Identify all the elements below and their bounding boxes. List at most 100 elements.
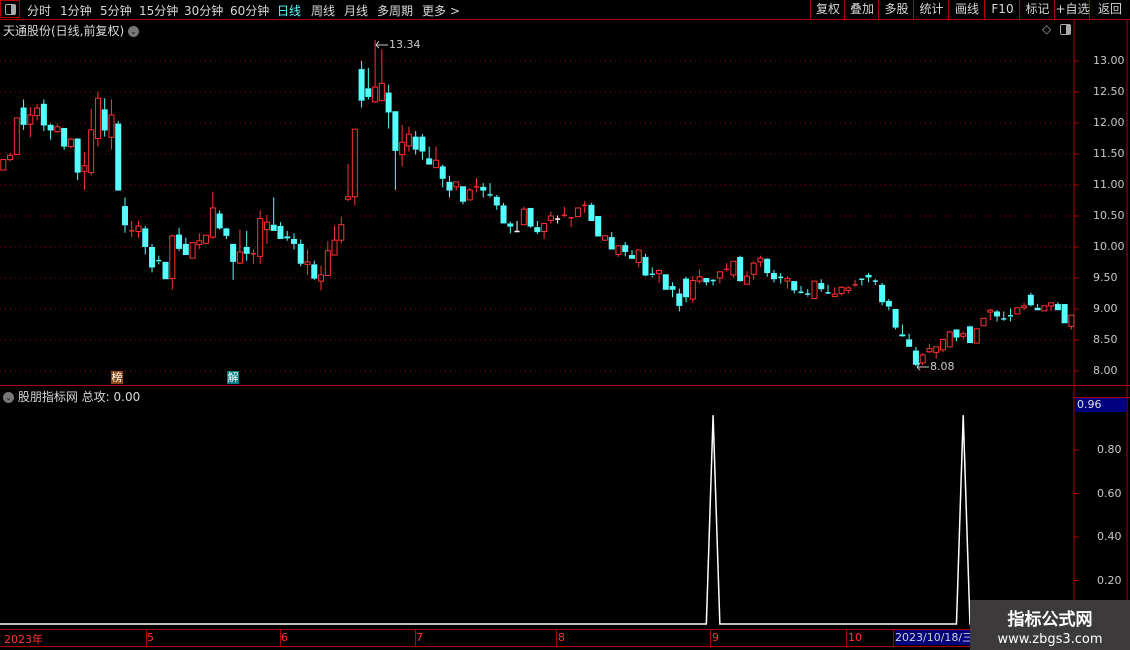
panel-toggle-button[interactable]: [0, 0, 20, 18]
candle-body: [263, 221, 270, 231]
candle-body: [689, 279, 696, 300]
candle-body: [926, 348, 933, 353]
candle-body: [284, 236, 291, 239]
candle-body: [230, 243, 237, 262]
candle-body: [189, 242, 196, 259]
candle-body: [1068, 314, 1075, 327]
candle-body: [338, 224, 345, 241]
multi-stock-button[interactable]: 多股: [878, 0, 914, 19]
candle-body: [459, 186, 466, 202]
price-axis-label: 11.50: [1093, 147, 1125, 160]
candle-body: [601, 235, 608, 241]
period-tab-60min[interactable]: 60分钟: [230, 4, 270, 18]
candle-body: [399, 141, 406, 156]
candle-body: [196, 240, 203, 246]
chevron-down-icon[interactable]: ⌄: [128, 26, 140, 37]
marker-bang[interactable]: 榜: [111, 371, 123, 384]
stock-title: 天通股份(日线,前复权): [3, 24, 125, 38]
back-button[interactable]: 返回: [1089, 0, 1130, 19]
candle-body: [385, 92, 392, 113]
date-label-oct: 10: [848, 631, 862, 644]
period-tab-5min[interactable]: 5分钟: [100, 4, 132, 18]
price-axis-label: 8.50: [1093, 333, 1118, 346]
candle-body: [27, 114, 34, 125]
candle-body: [94, 97, 101, 139]
candle-body: [392, 111, 399, 151]
period-tab-monthly[interactable]: 月线: [344, 4, 369, 18]
price-axis-label: 12.00: [1093, 116, 1125, 129]
candle-body: [1014, 307, 1021, 315]
candle-body: [453, 181, 460, 188]
fuquan-button[interactable]: 复权: [810, 0, 845, 19]
candle-body: [635, 249, 642, 264]
overlay-button[interactable]: 叠加: [844, 0, 879, 19]
period-tab-more[interactable]: 更多 >: [422, 4, 460, 18]
candle-body: [311, 264, 318, 279]
candle-body: [277, 225, 284, 239]
period-tab-30min[interactable]: 30分钟: [184, 4, 224, 18]
toolbar: 分时 1分钟 5分钟 15分钟 30分钟 60分钟 日线 周线 月线 多周期 更…: [0, 0, 1130, 20]
candle-body: [885, 300, 892, 307]
period-tab-multi[interactable]: 多周期: [377, 4, 414, 18]
period-tab-fenshi[interactable]: 分时: [27, 4, 52, 18]
candle-body: [608, 237, 615, 250]
candle-body: [74, 138, 81, 173]
candle-body: [135, 225, 142, 232]
candle-body: [507, 223, 514, 227]
candle-body: [40, 103, 47, 126]
candle-body: [121, 206, 128, 226]
candle-body: [574, 207, 581, 218]
chart-title: 天通股份(日线,前复权) ⌄: [3, 22, 140, 39]
date-label-sep: 9: [712, 631, 719, 644]
chevron-down-icon[interactable]: ⌄: [3, 392, 14, 403]
candle-body: [426, 158, 433, 165]
candle-body: [67, 138, 74, 148]
marker-jie[interactable]: 解: [227, 371, 239, 384]
candle-body: [527, 207, 534, 227]
candle-body: [493, 196, 500, 206]
date-label-jun: 6: [281, 631, 288, 644]
indicator-current-value: 0.96: [1075, 398, 1127, 412]
panel-icon[interactable]: [1060, 24, 1071, 35]
candle-body: [595, 216, 602, 237]
period-tab-weekly[interactable]: 周线: [311, 4, 336, 18]
mark-button[interactable]: 标记: [1019, 0, 1055, 19]
candle-body: [1048, 302, 1055, 307]
candle-body: [365, 88, 372, 97]
candle-body: [838, 286, 845, 294]
period-tab-daily[interactable]: 日线: [277, 4, 302, 18]
candle-body: [108, 114, 115, 138]
draw-line-button[interactable]: 画线: [948, 0, 985, 19]
candle-body: [716, 271, 723, 279]
candle-body: [994, 311, 1001, 317]
low-price-label: 8.08: [930, 360, 955, 373]
candle-body: [115, 123, 122, 191]
candle-body: [432, 159, 439, 169]
candle-body: [1021, 305, 1028, 309]
diamond-icon[interactable]: ◇: [1042, 22, 1052, 36]
candle-body: [257, 217, 264, 257]
candle-body: [818, 282, 825, 290]
candle-body: [270, 224, 277, 231]
candle-body: [446, 181, 453, 191]
candle-body: [378, 82, 385, 102]
add-watchlist-button[interactable]: +自选: [1054, 0, 1090, 19]
statistics-button[interactable]: 统计: [913, 0, 949, 19]
candle-body: [203, 234, 210, 244]
period-tab-15min[interactable]: 15分钟: [139, 4, 179, 18]
date-label-may: 5: [147, 631, 154, 644]
candle-body: [683, 278, 690, 298]
candle-body: [622, 245, 629, 252]
candle-body: [209, 207, 216, 238]
candle-body: [939, 338, 946, 351]
candle-body: [54, 126, 61, 133]
candle-body: [331, 239, 338, 256]
f10-button[interactable]: F10: [984, 0, 1020, 19]
candle-body: [297, 243, 304, 264]
candle-body: [149, 247, 156, 268]
candle-body: [743, 275, 750, 285]
candle-body: [13, 117, 20, 156]
candle-body: [973, 328, 980, 344]
period-tab-1min[interactable]: 1分钟: [60, 4, 92, 18]
